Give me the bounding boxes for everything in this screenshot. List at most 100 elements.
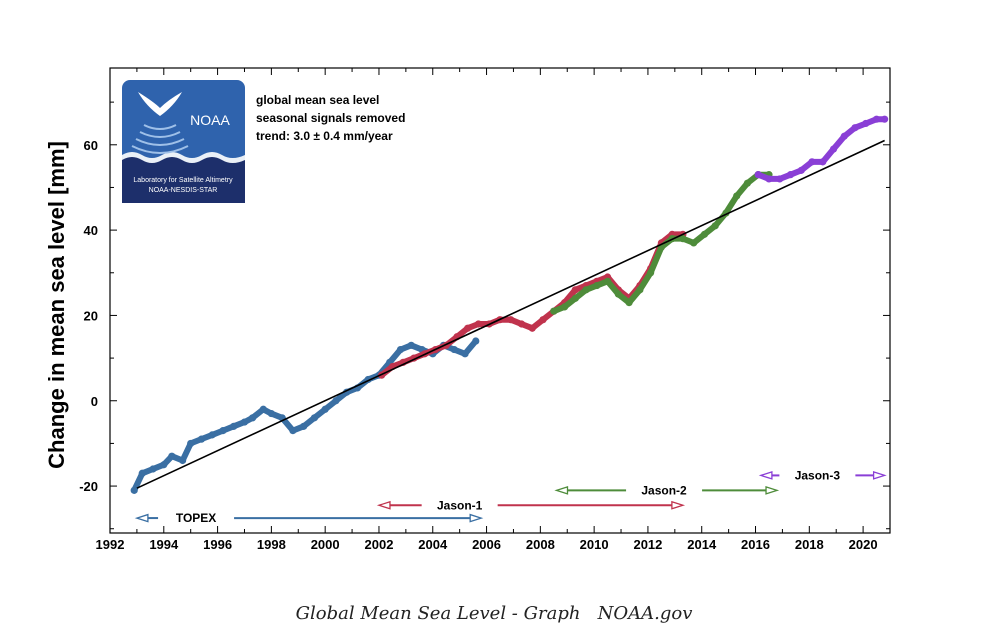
data-point-jason-3 xyxy=(851,124,859,132)
mission-label: Jason-2 xyxy=(641,483,687,497)
data-point-jason-3 xyxy=(765,175,773,183)
arrow-left-icon xyxy=(554,485,569,495)
data-point-topex xyxy=(160,461,168,469)
mission-range-jason-3: Jason-3 xyxy=(758,468,887,482)
data-point-jason-2 xyxy=(733,192,741,200)
arrow-right-icon xyxy=(671,500,686,510)
note-line-3: trend: 3.0 ± 0.4 mm/year xyxy=(256,129,393,143)
x-tick-label: 2016 xyxy=(741,537,770,552)
data-point-jason-1 xyxy=(528,324,536,332)
data-point-jason-3 xyxy=(786,171,795,179)
data-point-jason-3 xyxy=(797,166,805,174)
data-point-jason-3 xyxy=(840,132,848,140)
data-point-topex xyxy=(321,405,329,413)
y-axis-label: Change in mean sea level [mm] xyxy=(44,141,69,469)
mission-label: Jason-3 xyxy=(795,468,841,482)
data-point-topex xyxy=(248,414,257,422)
x-tick-label: 2002 xyxy=(365,537,394,552)
data-point-topex xyxy=(197,435,206,443)
data-point-topex xyxy=(240,418,249,426)
arrow-left-icon xyxy=(758,471,773,480)
arrow-right-icon xyxy=(765,485,780,495)
arrow-left-icon xyxy=(376,500,391,510)
data-point-jason-2 xyxy=(647,269,655,277)
data-point-jason-3 xyxy=(862,119,870,128)
data-point-topex xyxy=(187,439,195,448)
x-tick-label: 2010 xyxy=(580,537,609,552)
data-point-topex xyxy=(179,456,187,465)
data-point-jason-2 xyxy=(614,290,622,298)
svg-text:NOAA: NOAA xyxy=(190,112,230,128)
data-point-topex xyxy=(289,427,297,435)
data-point-jason-2 xyxy=(560,303,569,311)
x-tick-label: 2020 xyxy=(849,537,878,552)
y-tick-label: 20 xyxy=(84,308,98,323)
x-tick-label: 1994 xyxy=(149,537,179,552)
y-tick-label: 40 xyxy=(84,223,98,238)
data-point-jason-2 xyxy=(743,179,752,187)
mission-ranges: TOPEX Jason-1 Jason-2 Jason-3 xyxy=(134,468,887,525)
mission-label: Jason-1 xyxy=(437,498,483,512)
data-point-jason-3 xyxy=(872,115,881,123)
data-point-topex xyxy=(396,345,405,354)
data-point-jason-2 xyxy=(700,230,709,238)
data-point-jason-2 xyxy=(550,307,558,315)
noaa-logo: NOAA Laboratory for Satellite Altimetry … xyxy=(122,80,245,203)
data-point-jason-2 xyxy=(690,239,698,247)
x-tick-label: 2018 xyxy=(795,537,824,552)
data-point-topex xyxy=(259,405,267,413)
data-point-jason-2 xyxy=(625,299,633,307)
data-point-topex xyxy=(267,409,275,418)
data-point-jason-2 xyxy=(593,281,601,290)
data-point-jason-3 xyxy=(829,145,838,153)
data-point-jason-3 xyxy=(881,115,889,123)
data-point-jason-2 xyxy=(582,286,590,294)
data-point-jason-1 xyxy=(474,320,483,328)
caption-source: NOAA.gov xyxy=(597,603,693,624)
data-point-topex xyxy=(138,469,146,477)
axes xyxy=(109,67,891,534)
data-point-topex xyxy=(149,465,157,473)
series-line-topex xyxy=(131,338,479,494)
caption-title: Global Mean Sea Level - Graph xyxy=(295,603,581,624)
data-point-topex xyxy=(208,431,216,439)
data-point-jason-2 xyxy=(571,294,579,302)
data-point-jason-3 xyxy=(776,175,784,183)
data-point-jason-2 xyxy=(679,235,687,243)
data-point-topex xyxy=(130,486,138,494)
data-point-jason-1 xyxy=(571,286,579,294)
data-point-topex xyxy=(472,337,480,345)
x-tick-label: 2004 xyxy=(418,537,448,552)
plot-frame xyxy=(109,67,891,534)
data-point-topex xyxy=(332,397,340,405)
y-tick-label: -20 xyxy=(79,479,98,494)
x-tick-label: 2012 xyxy=(633,537,662,552)
trend-group xyxy=(136,139,885,489)
x-tick-label: 2000 xyxy=(311,537,340,552)
data-point-jason-2 xyxy=(636,286,644,294)
data-point-jason-3 xyxy=(808,158,816,166)
arrow-right-icon xyxy=(872,471,887,480)
data-point-topex xyxy=(230,422,238,430)
y-tick-label: 60 xyxy=(84,138,98,153)
bird-icon xyxy=(138,92,182,116)
arrow-right-icon xyxy=(469,513,484,523)
note-line-2: seasonal signals removed xyxy=(256,111,405,125)
x-tick-label: 1996 xyxy=(203,537,232,552)
mission-range-jason-1: Jason-1 xyxy=(376,498,686,512)
svg-text:Laboratory for Satellite Altim: Laboratory for Satellite Altimetry xyxy=(133,177,233,184)
y-tick-label: 0 xyxy=(91,394,98,409)
x-tick-label: 2006 xyxy=(472,537,501,552)
data-point-jason-2 xyxy=(603,277,612,285)
data-point-jason-3 xyxy=(819,158,827,166)
data-point-topex xyxy=(407,341,415,349)
trend-line xyxy=(136,139,885,489)
data-point-jason-1 xyxy=(539,316,547,324)
svg-text:NOAA-NESDIS-STAR: NOAA-NESDIS-STAR xyxy=(149,187,218,194)
note-line-1: global mean sea level xyxy=(256,93,379,107)
x-tick-label: 1998 xyxy=(257,537,286,552)
data-point-topex xyxy=(168,452,176,460)
mission-label: TOPEX xyxy=(176,511,216,525)
data-point-topex xyxy=(450,345,458,354)
